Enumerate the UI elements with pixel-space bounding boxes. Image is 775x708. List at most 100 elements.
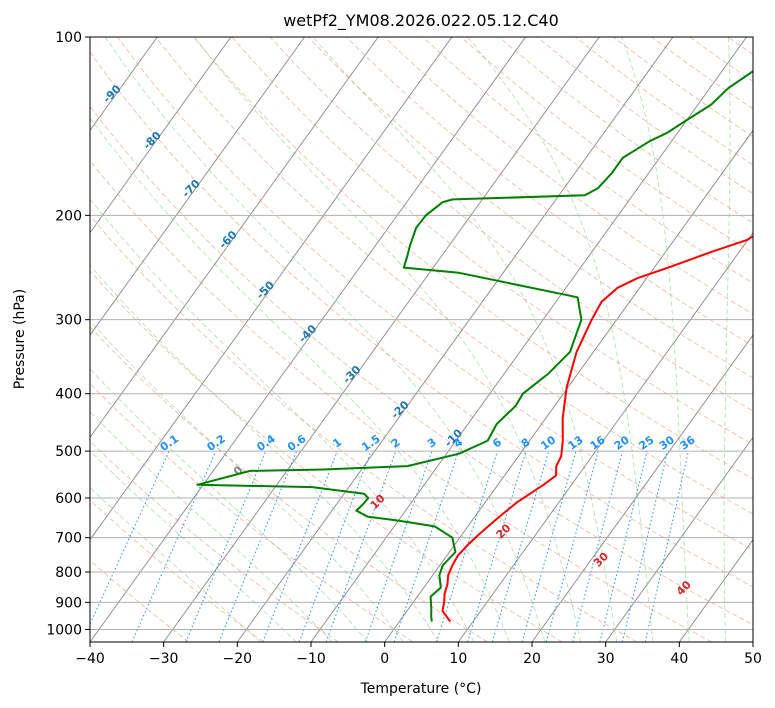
dry-adiabat-line (269, 37, 753, 412)
x-tick-label: 40 (670, 651, 688, 667)
isotherm-line (605, 436, 753, 642)
moist-adiabat-line (90, 450, 297, 642)
moist-adiabat-line (90, 368, 369, 642)
chart-title: wetPf2_YM08.2026.022.05.12.C40 (283, 11, 559, 31)
dry-adiabat-line (651, 37, 753, 110)
dry-adiabat-line (193, 37, 753, 480)
moist-adiabat-label: 30 (591, 549, 611, 569)
mixing-ratio-line (393, 450, 460, 642)
y-tick-label: 900 (55, 595, 82, 611)
mixing-ratio-line (262, 450, 338, 642)
mixing-ratio-line (621, 450, 669, 642)
x-tick-label: 20 (523, 651, 541, 667)
isotherm-label: -70 (180, 177, 203, 200)
moist-adiabat-label: 10 (368, 492, 388, 512)
moist-adiabat-line (762, 37, 775, 642)
dry-adiabat-line (90, 51, 753, 588)
mixing-ratio-line (364, 450, 433, 642)
isotherm-line (90, 37, 526, 642)
mixing-ratio-label: 4 (452, 435, 466, 450)
isotherm-label: -80 (141, 129, 164, 152)
isotherm-label: -30 (340, 363, 363, 386)
mixing-ratio-line (644, 450, 689, 642)
moist-adiabat-line (90, 486, 261, 642)
moist-adiabat-line (193, 37, 582, 642)
mixing-ratio-label: 25 (636, 433, 656, 452)
dry-adiabat-line (536, 37, 753, 195)
plot-frame (89, 36, 754, 643)
x-tick-label: −30 (149, 651, 179, 667)
mixing-ratio-line (298, 450, 372, 642)
isotherm-line (384, 129, 753, 642)
x-tick-label: 0 (380, 651, 389, 667)
dry-adiabat-line (689, 37, 753, 82)
isotherm-label: -20 (389, 398, 412, 421)
isotherm-label: -50 (254, 278, 277, 301)
y-tick-label: 700 (55, 531, 82, 547)
mixing-ratio-label: 10 (538, 433, 558, 453)
mixing-ratio-line (599, 450, 648, 642)
mixing-ratio-line (491, 450, 550, 642)
moist-adiabat-line (90, 411, 333, 642)
y-axis: 100 200 300 400 500 600 700 800 900 1000 (46, 30, 90, 638)
background-lines (0, 37, 775, 642)
isotherm-label: -60 (216, 228, 239, 251)
isotherm-line (0, 37, 10, 642)
dry-adiabat-line (90, 499, 264, 642)
y-axis-label: Pressure (hPa) (12, 289, 28, 389)
profile-lines (196, 70, 753, 623)
mixing-ratio-line (572, 450, 623, 642)
x-axis-label: Temperature (°C) (360, 681, 482, 697)
mixing-ratio-line (545, 450, 599, 642)
dry-adiabat-line (422, 37, 753, 284)
mixing-ratio-label: 8 (519, 436, 533, 451)
moist-adiabat-line (104, 37, 546, 642)
isotherm-line (90, 37, 305, 336)
y-tick-label: 100 (55, 30, 82, 46)
dry-adiabat-line (307, 37, 753, 379)
dewpoint-profile-line (196, 70, 753, 622)
isotherm-line (236, 37, 674, 642)
mixing-ratio-label: 13 (566, 433, 586, 452)
isotherm-line (457, 231, 753, 642)
x-tick-label: 30 (597, 651, 615, 667)
y-tick-label: 300 (55, 313, 82, 329)
dry-adiabat-line (90, 440, 339, 642)
dry-adiabat-line (117, 37, 753, 551)
x-tick-label: 10 (449, 651, 467, 667)
isotherm-label: -90 (100, 82, 123, 105)
moist-adiabat-line (90, 198, 475, 642)
x-tick-label: −40 (75, 651, 105, 667)
moist-adiabat-line (90, 264, 439, 642)
dry-adiabat-line (90, 270, 563, 642)
mixing-ratio-line (131, 450, 217, 642)
isotherm-line (90, 37, 232, 234)
dry-adiabat-line (90, 383, 414, 642)
y-tick-label: 800 (55, 565, 82, 581)
mixing-ratio-label: 16 (588, 433, 608, 453)
mixing-ratio-label: 2 (389, 436, 403, 451)
isotherm-label: -40 (296, 322, 319, 345)
x-tick-label: −10 (296, 651, 326, 667)
y-tick-label: 200 (55, 208, 82, 224)
dry-adiabat-line (346, 37, 753, 347)
isotherm-line (163, 37, 600, 642)
dry-adiabat-line (90, 559, 190, 642)
isotherm-line (678, 538, 753, 642)
isotherm-line (752, 641, 753, 642)
moist-adiabat-label: 20 (494, 521, 514, 541)
isoline-labels: -100-90-80-70-60-50-40-30-20-100.1 0.2 0.4… (100, 82, 697, 598)
mixing-ratio-line (521, 450, 577, 642)
mixing-ratio-label: 3 (425, 436, 439, 451)
mixing-ratio-label: 1 (330, 436, 344, 451)
mixing-ratio-line (90, 450, 170, 626)
isotherm-line (90, 37, 379, 439)
moist-adiabat-line (723, 37, 731, 642)
dry-adiabat-line (90, 160, 712, 642)
mixing-ratio-line (325, 450, 397, 642)
y-tick-label: 500 (55, 444, 82, 460)
isotherm-line (531, 334, 753, 642)
dry-adiabat-line (384, 37, 753, 315)
y-tick-label: 1000 (46, 622, 82, 638)
